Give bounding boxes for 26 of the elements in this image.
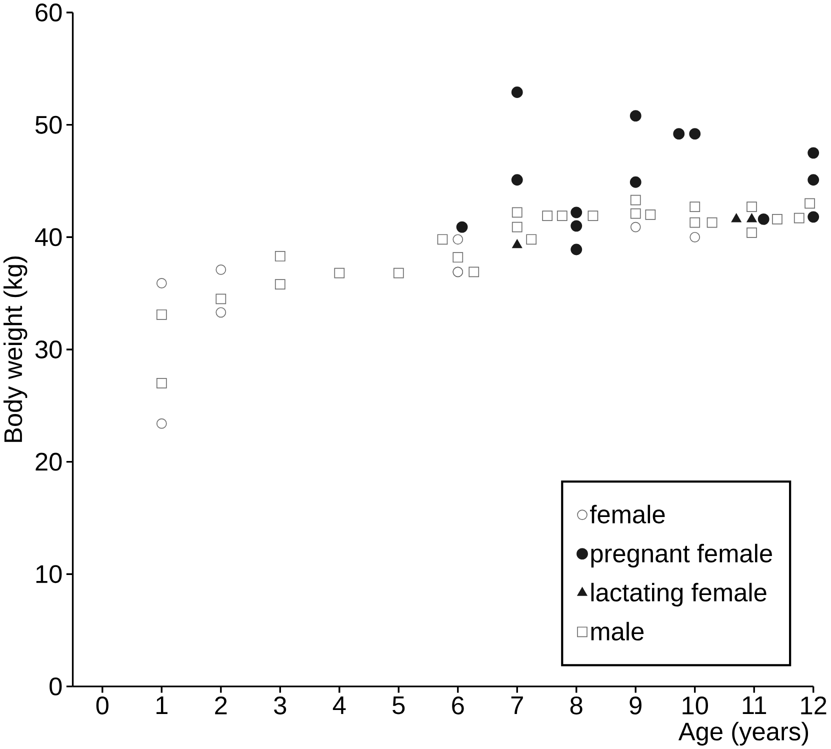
y-tick-label: 60 — [36, 3, 62, 22]
x-tick-label: 8 — [570, 696, 582, 714]
legend-label: lactating female — [591, 582, 766, 606]
legend-label: female — [590, 504, 665, 524]
x-tick-label: 0 — [96, 696, 108, 714]
y-tick-label: 40 — [35, 228, 62, 246]
x-tick-label: 4 — [332, 696, 346, 714]
x-tick-label: 1 — [156, 696, 168, 714]
y-tick-label: 50 — [35, 116, 62, 134]
y-tick-label: 0 — [50, 677, 62, 696]
y-tick-label: 10 — [36, 565, 62, 584]
x-tick-label: 2 — [215, 696, 227, 714]
x-tick-label: 9 — [630, 696, 642, 714]
x-tick-label: 10 — [682, 696, 708, 714]
y-tick-label: 30 — [35, 340, 62, 358]
y-axis-title: Body weight (kg) — [4, 256, 28, 442]
x-axis-title: Age (years) — [678, 722, 808, 746]
legend-label: pregnant female — [591, 544, 772, 568]
x-tick-label: 12 — [801, 696, 826, 714]
y-tick-label: 20 — [36, 452, 62, 471]
x-tick-label: 7 — [511, 696, 523, 714]
x-tick-label: 3 — [274, 696, 286, 714]
x-tick-label: 11 — [742, 696, 766, 714]
legend-label: male — [591, 622, 644, 640]
x-tick-label: 6 — [452, 696, 464, 714]
x-tick-label: 5 — [392, 696, 405, 714]
